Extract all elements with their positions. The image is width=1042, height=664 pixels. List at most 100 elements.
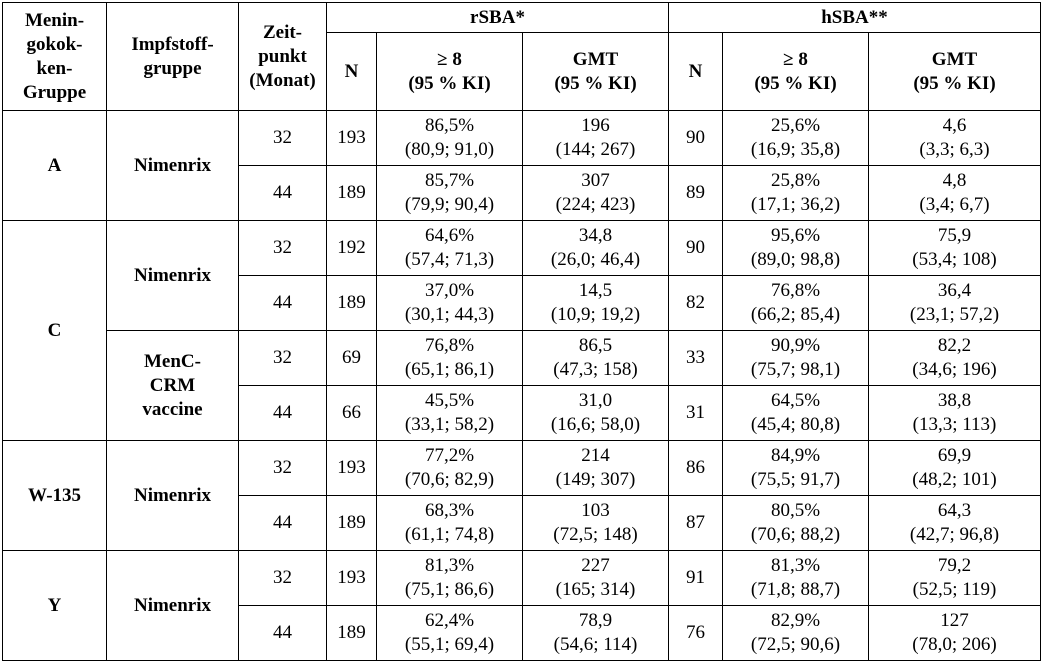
timepoint-cell: 32 [238,220,327,276]
hsba-ge8-cell: 81,3% (71,8; 88,7) [722,550,869,606]
hsba-gmt-cell: 36,4 (23,1; 57,2) [868,275,1041,331]
vaccine-group-cell: Nimenrix [106,220,239,331]
rsba-ge8-cell: 77,2% (70,6; 82,9) [376,440,523,496]
hsba-n-cell: 76 [668,605,723,661]
header-rsba-n: N [326,32,377,111]
timepoint-cell: 32 [238,440,327,496]
hsba-gmt-cell: 4,6 (3,3; 6,3) [868,110,1041,166]
meningococcal-group-cell: C [2,220,107,441]
hsba-ge8-cell: 64,5% (45,4; 80,8) [722,385,869,441]
hsba-ge8-cell: 82,9% (72,5; 90,6) [722,605,869,661]
rsba-ge8-cell: 62,4% (55,1; 69,4) [376,605,523,661]
timepoint-cell: 44 [238,605,327,661]
rsba-n-cell: 69 [326,330,377,386]
hsba-gmt-cell: 4,8 (3,4; 6,7) [868,165,1041,221]
rsba-ge8-cell: 81,3% (75,1; 86,6) [376,550,523,606]
rsba-gmt-cell: 307 (224; 423) [522,165,669,221]
hsba-ge8-cell: 76,8% (66,2; 85,4) [722,275,869,331]
rsba-n-cell: 66 [326,385,377,441]
table-row: W-135 Nimenrix 32 193 77,2% (70,6; 82,9) 214 (1… [2,440,1041,551]
vaccine-group-cell: Nimenrix [106,110,239,221]
rsba-ge8-cell: 85,7% (79,9; 90,4) [376,165,523,221]
hsba-gmt-cell: 38,8 (13,3; 113) [868,385,1041,441]
rsba-ge8-cell: 64,6% (57,4; 71,3) [376,220,523,276]
header-vaccine-group: Impfstoff-gruppe [106,2,239,111]
hsba-n-cell: 89 [668,165,723,221]
table-row: 44 189 37,0% (30,1; 44,3) 14,5 (10,9; 19,2) 82… [3,275,1041,331]
rsba-n-cell: 193 [326,550,377,606]
vaccine-group-cell: MenC- CRM vaccine [106,330,239,441]
meningococcal-group-cell: A [2,110,107,221]
header-rsba: rSBA* [326,2,669,33]
timepoint-cell: 44 [238,495,327,551]
hsba-ge8-cell: 25,6% (16,9; 35,8) [722,110,869,166]
rsba-gmt-cell: 14,5 (10,9; 19,2) [522,275,669,331]
table-row: 44 189 85,7% (79,9; 90,4) 307 (224; 423) 89 25,… [3,165,1041,221]
table-row: C Nimenrix 32 192 64,6% (57,4; 71,3) 34,8 (26,0… [2,220,1041,441]
table-row: A Nimenrix 32 193 86,5% (80,9; 91,0) 196 (144; … [2,110,1041,221]
hsba-ge8-cell: 80,5% (70,6; 88,2) [722,495,869,551]
rsba-ge8-cell: 68,3% (61,1; 74,8) [376,495,523,551]
hsba-gmt-cell: 75,9 (53,4; 108) [868,220,1041,276]
header-rsba-ge8: ≥ 8 (95 % KI) [376,32,523,111]
rsba-ge8-cell: 76,8% (65,1; 86,1) [376,330,523,386]
hsba-gmt-cell: 79,2 (52,5; 119) [868,550,1041,606]
hsba-gmt-cell: 82,2 (34,6; 196) [868,330,1041,386]
hsba-n-cell: 82 [668,275,723,331]
rsba-gmt-cell: 227 (165; 314) [522,550,669,606]
header-group: Menin-gokok-ken- Gruppe [2,2,107,111]
table-row: MenC- CRM vaccine 32 69 76,8% (65,1; 86,1) 86,5… [3,330,1041,441]
table-row: 44 66 45,5% (33,1; 58,2) 31,0 (16,6; 58,0) 31 6… [3,385,1041,441]
hsba-n-cell: 33 [668,330,723,386]
header-hsba-ge8: ≥ 8 (95 % KI) [722,32,869,111]
timepoint-cell: 44 [238,165,327,221]
rsba-n-cell: 192 [326,220,377,276]
hsba-ge8-cell: 84,9% (75,5; 91,7) [722,440,869,496]
hsba-n-cell: 90 [668,110,723,166]
rsba-gmt-cell: 31,0 (16,6; 58,0) [522,385,669,441]
rsba-gmt-cell: 103 (72,5; 148) [522,495,669,551]
hsba-n-cell: 91 [668,550,723,606]
timepoint-cell: 44 [238,385,327,441]
timepoint-cell: 32 [238,330,327,386]
hsba-n-cell: 31 [668,385,723,441]
rsba-n-cell: 189 [326,495,377,551]
header-hsba: hSBA** [668,2,1041,33]
rsba-ge8-cell: 45,5% (33,1; 58,2) [376,385,523,441]
hsba-n-cell: 90 [668,220,723,276]
hsba-gmt-cell: 69,9 (48,2; 101) [868,440,1041,496]
table-row: 44 189 62,4% (55,1; 69,4) 78,9 (54,6; 114) 76 8… [3,605,1041,661]
header-hsba-gmt: GMT (95 % KI) [868,32,1041,111]
meningococcal-group-cell: Y [2,550,107,661]
table-row: Y Nimenrix 32 193 81,3% (75,1; 86,6) 227 (165; … [2,550,1041,661]
hsba-ge8-cell: 95,6% (89,0; 98,8) [722,220,869,276]
header-hsba-n: N [668,32,723,111]
rsba-gmt-cell: 34,8 (26,0; 46,4) [522,220,669,276]
rsba-n-cell: 189 [326,605,377,661]
rsba-gmt-cell: 86,5 (47,3; 158) [522,330,669,386]
table-row: 44 189 68,3% (61,1; 74,8) 103 (72,5; 148) 87 80… [3,495,1041,551]
rsba-n-cell: 193 [326,110,377,166]
header-timepoint: Zeit-punkt (Monat) [238,2,327,111]
hsba-gmt-cell: 127 (78,0; 206) [868,605,1041,661]
hsba-n-cell: 87 [668,495,723,551]
rsba-n-cell: 193 [326,440,377,496]
rsba-gmt-cell: 214 (149; 307) [522,440,669,496]
hsba-ge8-cell: 90,9% (75,7; 98,1) [722,330,869,386]
timepoint-cell: 32 [238,110,327,166]
timepoint-cell: 44 [238,275,327,331]
rsba-ge8-cell: 86,5% (80,9; 91,0) [376,110,523,166]
meningococcal-group-cell: W-135 [2,440,107,551]
rsba-n-cell: 189 [326,165,377,221]
rsba-gmt-cell: 196 (144; 267) [522,110,669,166]
timepoint-cell: 32 [238,550,327,606]
hsba-ge8-cell: 25,8% (17,1; 36,2) [722,165,869,221]
hsba-n-cell: 86 [668,440,723,496]
rsba-gmt-cell: 78,9 (54,6; 114) [522,605,669,661]
vaccine-group-cell: Nimenrix [106,440,239,551]
rsba-n-cell: 189 [326,275,377,331]
vaccine-group-cell: Nimenrix [106,550,239,661]
hsba-gmt-cell: 64,3 (42,7; 96,8) [868,495,1041,551]
header-rsba-gmt: GMT (95 % KI) [522,32,669,111]
